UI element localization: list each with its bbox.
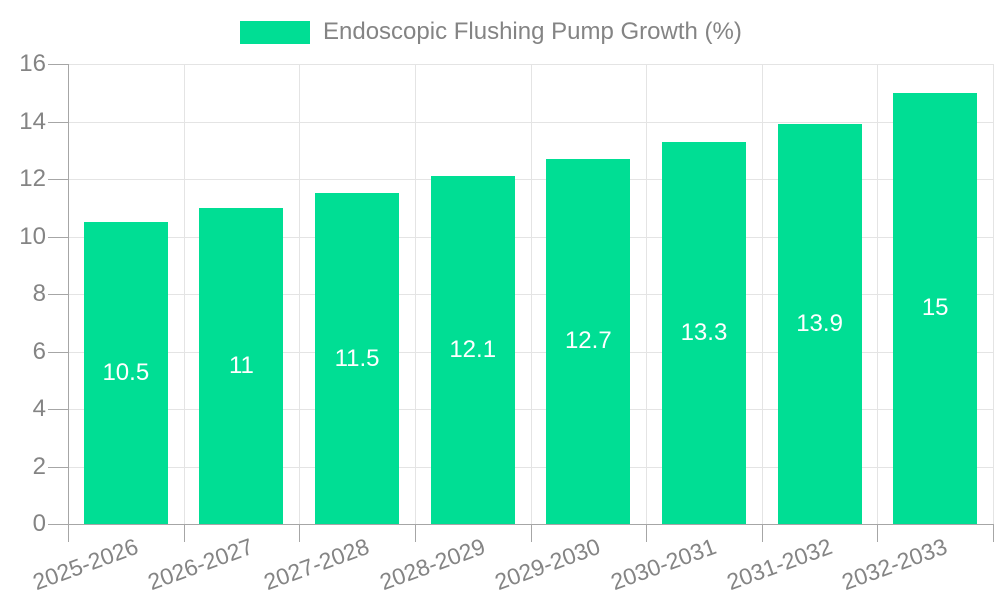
- x-tick-label: 2032-2033: [838, 533, 951, 596]
- y-tick-label: 0: [32, 510, 46, 537]
- bar[interactable]: 13.3: [661, 141, 746, 524]
- bar-value-label: 12.1: [449, 336, 497, 364]
- y-tick-label: 10: [19, 222, 46, 250]
- bar[interactable]: 12.1: [430, 176, 515, 524]
- v-gridline: [530, 64, 532, 524]
- x-tick-label: 2030-2031: [607, 533, 720, 596]
- v-gridline: [646, 64, 648, 524]
- bar-value-label: 13.3: [680, 318, 728, 346]
- y-tick-mark: [48, 294, 68, 295]
- y-tick-mark: [48, 236, 68, 238]
- bar[interactable]: 15: [893, 92, 978, 524]
- y-tick-mark: [48, 409, 68, 410]
- x-tick-mark: [993, 524, 994, 542]
- v-gridline: [761, 64, 763, 524]
- x-tick-mark: [183, 524, 185, 542]
- y-tick-mark: [48, 351, 68, 353]
- bar[interactable]: 11: [199, 207, 284, 524]
- y-axis-line: [68, 64, 69, 524]
- y-tick-mark: [48, 466, 68, 468]
- y-tick-label: 16: [19, 50, 46, 77]
- legend-label: Endoscopic Flushing Pump Growth (%): [323, 18, 742, 45]
- bar-value-label: 11: [228, 351, 254, 379]
- legend-item[interactable]: Endoscopic Flushing Pump Growth (%): [240, 20, 742, 44]
- legend-swatch: [240, 20, 310, 44]
- y-tick-mark: [48, 179, 68, 180]
- v-gridline: [299, 64, 301, 524]
- y-tick-label: 8: [32, 280, 46, 307]
- v-gridline: [414, 64, 416, 524]
- x-tick-label: 2027-2028: [260, 533, 373, 596]
- y-tick-label: 2: [32, 452, 46, 480]
- v-gridline: [183, 64, 185, 524]
- v-gridline: [993, 64, 994, 524]
- x-tick-label: 2029-2030: [491, 533, 604, 596]
- y-tick-label: 12: [19, 165, 46, 192]
- y-tick-label: 6: [32, 337, 46, 365]
- x-tick-mark: [68, 524, 69, 542]
- x-tick-label: 2025-2026: [29, 533, 142, 596]
- x-tick-mark: [761, 524, 763, 542]
- x-tick-label: 2031-2032: [722, 533, 836, 596]
- x-tick-label: 2028-2029: [375, 533, 489, 596]
- x-tick-mark: [414, 524, 416, 542]
- x-tick-mark: [646, 524, 648, 542]
- y-tick-mark: [48, 524, 68, 525]
- x-tick-mark: [877, 524, 879, 542]
- y-tick-mark: [48, 121, 68, 123]
- bar-value-label: 10.5: [102, 359, 150, 387]
- bar-value-label: 13.9: [796, 310, 843, 338]
- y-tick-label: 14: [19, 107, 46, 135]
- bar-value-label: 12.7: [564, 327, 612, 355]
- x-tick-mark: [299, 524, 301, 542]
- bar-value-label: 15: [921, 294, 949, 322]
- x-tick-mark: [530, 524, 532, 542]
- y-tick-mark: [48, 64, 68, 65]
- bar[interactable]: 12.7: [546, 158, 631, 524]
- bar[interactable]: 11.5: [315, 193, 400, 524]
- bar[interactable]: 13.9: [777, 124, 862, 524]
- v-gridline: [877, 64, 879, 524]
- x-tick-label: 2026-2027: [144, 533, 257, 596]
- bar-value-label: 11.5: [334, 344, 380, 372]
- bar[interactable]: 10.5: [83, 222, 168, 524]
- y-tick-label: 4: [32, 395, 46, 422]
